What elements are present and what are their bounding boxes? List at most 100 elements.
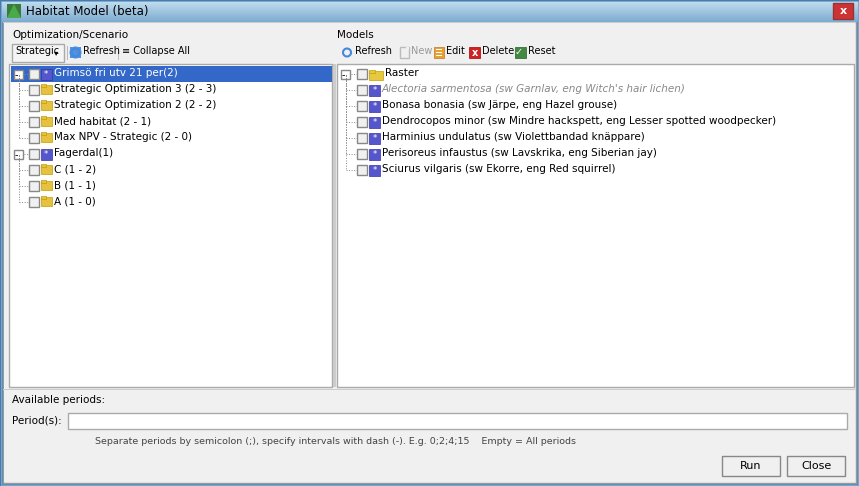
Bar xyxy=(12,44,64,62)
Bar xyxy=(3,389,856,390)
Text: x: x xyxy=(839,6,847,16)
Bar xyxy=(0,13,859,14)
Bar xyxy=(41,101,52,110)
Bar xyxy=(41,132,46,135)
Bar xyxy=(400,47,409,58)
Text: *: * xyxy=(44,70,48,79)
Bar xyxy=(41,100,46,103)
Bar xyxy=(436,55,442,56)
Text: Fagerdal(1): Fagerdal(1) xyxy=(54,148,113,158)
Bar xyxy=(722,456,780,476)
Bar xyxy=(833,3,853,19)
Bar xyxy=(68,413,847,429)
Bar xyxy=(0,2,859,3)
Bar xyxy=(357,117,367,127)
Bar xyxy=(369,101,380,112)
Polygon shape xyxy=(7,4,21,18)
Bar xyxy=(0,20,859,21)
Bar xyxy=(0,9,859,10)
Bar xyxy=(41,197,52,206)
Text: Perisoreus infaustus (sw Lavskrika, eng Siberian jay): Perisoreus infaustus (sw Lavskrika, eng … xyxy=(382,148,657,158)
Bar xyxy=(369,133,380,144)
Bar xyxy=(67,46,68,60)
Text: Med habitat (2 - 1): Med habitat (2 - 1) xyxy=(54,116,151,126)
Text: New: New xyxy=(411,46,432,56)
Bar xyxy=(70,47,81,58)
Bar xyxy=(14,150,23,159)
Text: Separate periods by semicolon (;), specify intervals with dash (-). E.g. 0;2;4;1: Separate periods by semicolon (;), speci… xyxy=(95,437,576,446)
Bar xyxy=(357,165,367,175)
Bar xyxy=(0,14,859,15)
Text: ≡ Collapse All: ≡ Collapse All xyxy=(122,46,190,56)
Text: *: * xyxy=(373,166,377,175)
Bar xyxy=(0,4,859,5)
Text: Strategic: Strategic xyxy=(15,46,59,56)
Text: Refresh: Refresh xyxy=(83,46,120,56)
Text: Refresh: Refresh xyxy=(355,46,392,56)
Text: Run: Run xyxy=(740,461,762,471)
Bar xyxy=(118,46,119,60)
Bar xyxy=(41,180,46,183)
Bar xyxy=(29,197,39,207)
Text: *: * xyxy=(373,102,377,111)
Bar xyxy=(41,116,46,119)
Bar xyxy=(0,12,859,13)
Text: Grimsö fri utv 21 per(2): Grimsö fri utv 21 per(2) xyxy=(54,68,178,78)
Bar xyxy=(41,133,52,142)
Text: Available periods:: Available periods: xyxy=(12,395,105,405)
Text: Harminius undulatus (sw Violettbandad knäppare): Harminius undulatus (sw Violettbandad kn… xyxy=(382,132,645,142)
Text: Bonasa bonasia (sw Järpe, eng Hazel grouse): Bonasa bonasia (sw Järpe, eng Hazel grou… xyxy=(382,100,617,110)
Bar xyxy=(0,6,859,7)
Text: *: * xyxy=(373,86,377,95)
Bar xyxy=(7,4,21,18)
Bar xyxy=(0,16,859,17)
Bar xyxy=(0,3,859,4)
Bar xyxy=(41,149,52,160)
Bar xyxy=(369,85,380,96)
Text: -: - xyxy=(15,70,19,80)
Bar xyxy=(29,149,39,159)
Bar xyxy=(3,22,856,23)
Bar xyxy=(369,70,375,73)
Bar xyxy=(0,8,859,9)
Text: Reset: Reset xyxy=(528,46,556,56)
Bar xyxy=(406,47,409,50)
Bar xyxy=(41,164,46,167)
Bar xyxy=(0,0,859,1)
Text: Strategic Optimization 2 (2 - 2): Strategic Optimization 2 (2 - 2) xyxy=(54,100,216,110)
Text: Dendrocopos minor (sw Mindre hackspett, eng Lesser spotted woodpecker): Dendrocopos minor (sw Mindre hackspett, … xyxy=(382,116,777,126)
Bar xyxy=(70,47,81,58)
Bar xyxy=(0,7,859,8)
Bar xyxy=(357,85,367,95)
Text: *: * xyxy=(44,150,48,159)
Text: Raster: Raster xyxy=(385,68,418,78)
Bar xyxy=(0,17,859,18)
Text: Optimization/Scenario: Optimization/Scenario xyxy=(12,30,128,40)
Bar xyxy=(9,64,332,387)
Bar xyxy=(29,101,39,111)
Bar xyxy=(41,84,46,87)
Bar xyxy=(369,165,380,176)
Text: C (1 - 2): C (1 - 2) xyxy=(54,164,96,174)
Bar xyxy=(29,69,39,79)
Bar xyxy=(436,52,442,53)
Bar xyxy=(436,49,442,50)
Text: -: - xyxy=(342,70,345,80)
Text: Close: Close xyxy=(801,461,832,471)
Bar xyxy=(41,196,46,199)
Bar xyxy=(357,69,367,79)
Bar xyxy=(41,165,52,174)
Text: Habitat Model (beta): Habitat Model (beta) xyxy=(26,4,149,17)
Bar xyxy=(41,117,52,126)
Bar xyxy=(29,181,39,191)
Bar xyxy=(0,11,859,12)
Bar xyxy=(29,165,39,175)
Bar xyxy=(469,47,480,58)
Text: *: * xyxy=(373,150,377,159)
Bar xyxy=(29,85,39,95)
Text: ✓: ✓ xyxy=(515,48,523,57)
Bar xyxy=(41,69,52,80)
Bar xyxy=(29,117,39,127)
Bar xyxy=(14,70,23,79)
Bar xyxy=(369,149,380,160)
